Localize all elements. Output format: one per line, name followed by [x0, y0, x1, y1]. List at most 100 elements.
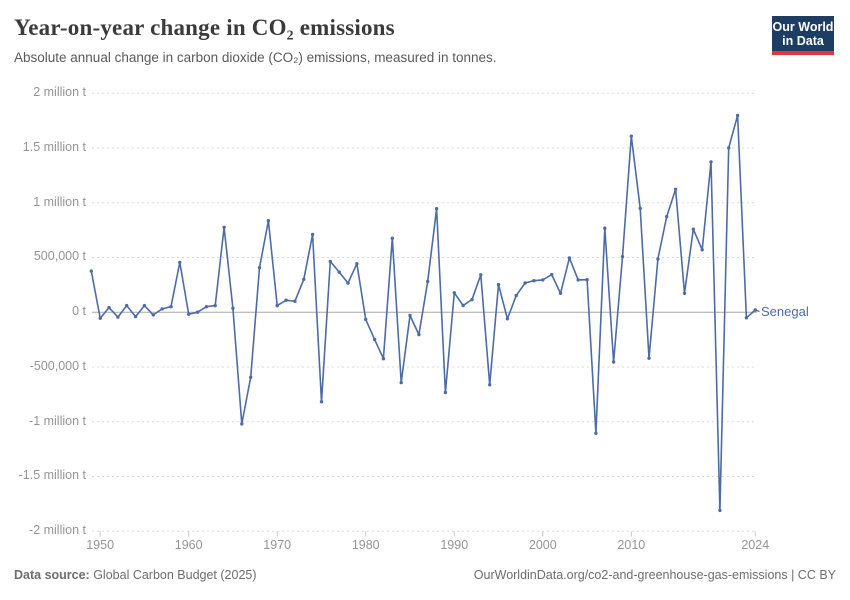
data-point-1955[interactable] [142, 303, 147, 308]
data-point-1959[interactable] [178, 260, 182, 265]
logo-line2: in Data [782, 34, 824, 48]
data-point-1964[interactable] [222, 225, 226, 229]
data-point-2022[interactable] [735, 113, 740, 118]
logo-line1: Our World [772, 20, 834, 34]
data-point-1963[interactable] [213, 303, 217, 308]
data-point-1990[interactable] [452, 291, 456, 295]
data-point-1954[interactable] [133, 314, 138, 319]
page-subtitle: Absolute annual change in carbon dioxide… [14, 50, 497, 65]
data-point-1996[interactable] [505, 317, 510, 321]
y-axis-tick-label: -500,000 t [29, 358, 86, 373]
data-point-1991[interactable] [461, 303, 465, 308]
data-point-2023[interactable] [744, 316, 749, 320]
data-point-2004[interactable] [576, 278, 580, 282]
emissions-line [90, 114, 757, 512]
data-source-value: Global Carbon Budget (2025) [89, 568, 257, 582]
data-point-2015[interactable] [673, 187, 678, 191]
data-point-2020[interactable] [718, 508, 722, 513]
data-point-1981[interactable] [372, 337, 377, 342]
data-point-1993[interactable] [479, 273, 483, 277]
data-point-2019[interactable] [709, 160, 713, 164]
data-point-2012[interactable] [647, 356, 651, 360]
credit-link[interactable]: OurWorldinData.org/co2-and-greenhouse-ga… [473, 568, 836, 582]
data-point-1978[interactable] [346, 281, 350, 285]
data-point-1952[interactable] [116, 315, 120, 319]
data-point-1980[interactable] [364, 317, 368, 322]
y-axis-tick-label: 1 million t [33, 194, 86, 209]
data-point-1971[interactable] [284, 298, 288, 302]
data-point-1988[interactable] [434, 207, 439, 211]
data-point-2009[interactable] [620, 255, 625, 259]
data-point-2005[interactable] [585, 278, 589, 282]
y-axis-tick-label: -2 million t [29, 523, 86, 538]
data-point-2008[interactable] [611, 360, 616, 364]
data-point-1995[interactable] [496, 282, 501, 287]
data-point-2001[interactable] [550, 272, 554, 277]
data-source: Data source: Global Carbon Budget (2025) [14, 568, 257, 582]
data-point-1989[interactable] [443, 390, 448, 395]
series-label-senegal[interactable]: Senegal [761, 304, 809, 319]
data-point-1961[interactable] [195, 310, 200, 314]
data-point-2006[interactable] [594, 431, 598, 435]
data-point-2011[interactable] [638, 206, 642, 211]
data-point-1997[interactable] [514, 293, 518, 298]
data-point-1958[interactable] [169, 305, 173, 309]
data-point-1973[interactable] [302, 277, 306, 281]
data-point-1956[interactable] [151, 313, 155, 317]
data-point-2002[interactable] [558, 291, 563, 295]
data-point-1969[interactable] [266, 219, 271, 223]
data-point-1992[interactable] [470, 297, 474, 302]
x-axis-tick-label: 1990 [440, 538, 469, 552]
x-axis-tick-label: 1970 [263, 538, 292, 552]
y-axis-tick-label: -1.5 million t [18, 468, 86, 483]
data-point-1953[interactable] [125, 303, 129, 308]
data-point-1960[interactable] [187, 312, 191, 316]
y-axis-tick-label: 1.5 million t [22, 139, 86, 154]
data-point-1983[interactable] [390, 236, 394, 240]
data-point-1951[interactable] [107, 305, 111, 310]
data-source-label: Data source: [14, 568, 90, 582]
data-point-2000[interactable] [541, 278, 545, 282]
data-point-1984[interactable] [399, 380, 403, 385]
data-point-2013[interactable] [656, 257, 660, 261]
data-point-1999[interactable] [532, 279, 536, 283]
data-point-2007[interactable] [603, 226, 607, 230]
owid-logo[interactable]: Our World in Data [772, 16, 834, 55]
data-point-1957[interactable] [160, 307, 164, 311]
data-point-1986[interactable] [417, 332, 421, 337]
data-point-1987[interactable] [426, 279, 430, 284]
data-point-1979[interactable] [355, 262, 359, 266]
data-point-1994[interactable] [488, 383, 492, 387]
data-point-1967[interactable] [249, 375, 253, 379]
data-point-1977[interactable] [337, 270, 341, 274]
data-point-1998[interactable] [523, 281, 527, 285]
y-axis-tick-label: 500,000 t [33, 249, 86, 264]
data-point-1975[interactable] [319, 400, 324, 404]
x-axis-tick-label: 1980 [351, 538, 380, 552]
data-point-1972[interactable] [293, 299, 297, 303]
data-point-2003[interactable] [567, 256, 572, 260]
data-point-2016[interactable] [682, 291, 687, 295]
data-point-2018[interactable] [700, 248, 704, 252]
data-point-1974[interactable] [310, 232, 315, 237]
data-point-1949[interactable] [89, 269, 94, 273]
data-point-2010[interactable] [629, 134, 633, 138]
data-point-2021[interactable] [727, 146, 731, 150]
data-point-1976[interactable] [328, 259, 332, 264]
data-point-1962[interactable] [204, 305, 209, 309]
data-point-1985[interactable] [408, 313, 412, 318]
data-point-1950[interactable] [98, 316, 102, 320]
data-point-1970[interactable] [275, 303, 279, 308]
data-point-1966[interactable] [240, 422, 244, 426]
data-point-1965[interactable] [231, 306, 235, 310]
data-point-1982[interactable] [381, 357, 386, 361]
x-axis-tick-label: 2024 [741, 538, 770, 552]
data-point-2014[interactable] [665, 214, 669, 219]
x-axis-tick-label: 1950 [86, 538, 115, 552]
data-point-2017[interactable] [691, 227, 695, 231]
x-axis-tick-label: 1960 [174, 538, 203, 552]
x-axis-tick-label: 2000 [528, 538, 557, 552]
data-point-1968[interactable] [257, 266, 262, 270]
